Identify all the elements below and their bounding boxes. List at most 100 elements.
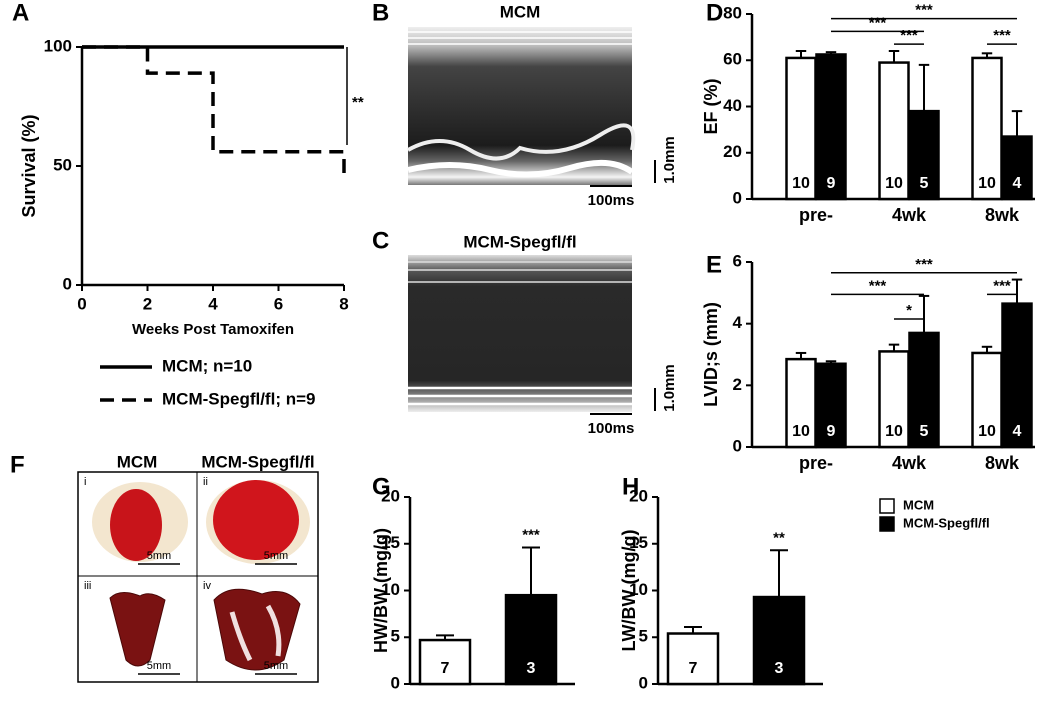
scale-label: 5mm — [147, 660, 171, 672]
y-tick-label: 6 — [733, 251, 742, 270]
x-tick-label: 4wk — [892, 205, 927, 225]
y-axis-label: LW/BW (mg/g) — [619, 530, 639, 652]
panel-letter: E — [706, 251, 722, 278]
echo-texture — [407, 123, 636, 161]
count-label: 3 — [527, 660, 536, 677]
panel-letter: H — [622, 473, 639, 500]
count-label: 10 — [978, 175, 996, 192]
y-tick-label: 100 — [44, 36, 72, 55]
tile-label: iv — [203, 580, 211, 592]
echo-panel-b: B MCM 100ms 1.0mm — [372, 0, 678, 209]
bar — [418, 638, 472, 686]
significance: ** — [773, 529, 785, 546]
y-tick-label: 4 — [733, 313, 743, 332]
legend-swatch — [879, 498, 895, 514]
count-label: 7 — [441, 660, 450, 677]
bar — [878, 61, 910, 201]
scale-label: 100ms — [588, 192, 635, 209]
heart-section — [109, 592, 166, 667]
y-tick-label: 0 — [733, 436, 742, 455]
bar — [666, 632, 720, 686]
x-tick-label: 4wk — [892, 453, 927, 473]
bar — [971, 56, 1003, 201]
tile-label: ii — [203, 476, 208, 488]
count-label: 10 — [885, 175, 903, 192]
y-axis-label: EF (%) — [701, 78, 721, 134]
y-tick-label: 2 — [733, 375, 742, 394]
tile-label: i — [84, 476, 86, 488]
column-title: MCM — [117, 452, 158, 471]
x-tick-label: pre- — [799, 205, 833, 225]
y-tick-label: 5 — [639, 627, 648, 646]
scale-label: 5mm — [264, 660, 288, 672]
heart-photo — [110, 489, 162, 561]
y-tick-label: 0 — [733, 188, 742, 207]
significance: *** — [993, 277, 1011, 294]
image-title: MCM-Spegfl/fl — [463, 232, 576, 251]
heart-panel-f: F MCM MCM-Spegfl/fl i ii iii iv 5mm 5mm … — [10, 451, 319, 683]
legend-label: MCM; n=10 — [162, 356, 252, 375]
legend-label: MCM-Spegfl/fl; n=9 — [162, 389, 315, 408]
significance: *** — [522, 526, 540, 543]
y-tick-label: 0 — [639, 673, 648, 692]
echo-image — [408, 27, 632, 185]
y-tick-label: 0 — [63, 274, 72, 293]
bar — [815, 362, 847, 449]
significance: ** — [352, 94, 364, 111]
significance: *** — [993, 27, 1011, 44]
y-tick-label: 40 — [723, 96, 742, 115]
y-tick-label: 5 — [391, 627, 400, 646]
x-axis-label: Weeks Post Tamoxifen — [132, 321, 294, 338]
legend-label: MCM — [903, 497, 934, 512]
legend-label: MCM-Spegfl/fl — [903, 515, 990, 530]
y-tick-label: 60 — [723, 50, 742, 69]
heart-section — [229, 604, 282, 662]
y-axis-label: Survival (%) — [19, 114, 39, 217]
heart-photo — [213, 480, 299, 560]
scale-label: 1.0mm — [661, 136, 678, 184]
y-tick-label: 0 — [391, 673, 400, 692]
x-tick-label: 6 — [274, 294, 283, 313]
scale-label: 5mm — [264, 550, 288, 562]
y-tick-label: 15 — [629, 533, 648, 552]
legend-swatch — [879, 516, 895, 532]
echo-panel-c: C MCM-Spegfl/fl 100ms 1.0mm — [372, 227, 678, 437]
bar — [1001, 135, 1033, 201]
x-tick-label: 8 — [339, 294, 348, 313]
bar — [908, 331, 940, 449]
echo-texture — [408, 31, 632, 45]
x-tick-label: 4 — [208, 294, 218, 313]
count-label: 10 — [792, 423, 810, 440]
count-label: 9 — [827, 175, 836, 192]
y-axis-label: HW/BW (mg/g) — [371, 528, 391, 653]
x-tick-label: pre- — [799, 453, 833, 473]
panel-letter: C — [372, 227, 389, 254]
echo-texture — [407, 159, 634, 178]
bar — [504, 593, 558, 686]
panel-letter: A — [12, 0, 29, 26]
bar — [785, 357, 817, 449]
y-tick-label: 10 — [629, 580, 648, 599]
significance: *** — [915, 256, 933, 273]
scale-label: 100ms — [588, 420, 635, 437]
count-label: 10 — [792, 175, 810, 192]
count-label: 3 — [775, 660, 784, 677]
echo-texture — [408, 386, 632, 406]
y-tick-label: 20 — [629, 486, 648, 505]
significance: *** — [869, 14, 887, 31]
count-label: 10 — [978, 423, 996, 440]
x-tick-label: 8wk — [985, 205, 1020, 225]
count-label: 5 — [920, 175, 929, 192]
y-axis-label: LVID;s (mm) — [701, 302, 721, 407]
x-tick-label: 8wk — [985, 453, 1020, 473]
scale-label: 5mm — [147, 550, 171, 562]
significance: * — [906, 302, 912, 319]
significance: *** — [900, 27, 918, 44]
bar — [785, 56, 817, 201]
x-tick-label: 2 — [143, 294, 152, 313]
y-tick-label: 20 — [723, 142, 742, 161]
column-title: MCM-Spegfl/fl — [201, 452, 314, 471]
significance: *** — [915, 2, 933, 19]
bar — [971, 351, 1003, 449]
